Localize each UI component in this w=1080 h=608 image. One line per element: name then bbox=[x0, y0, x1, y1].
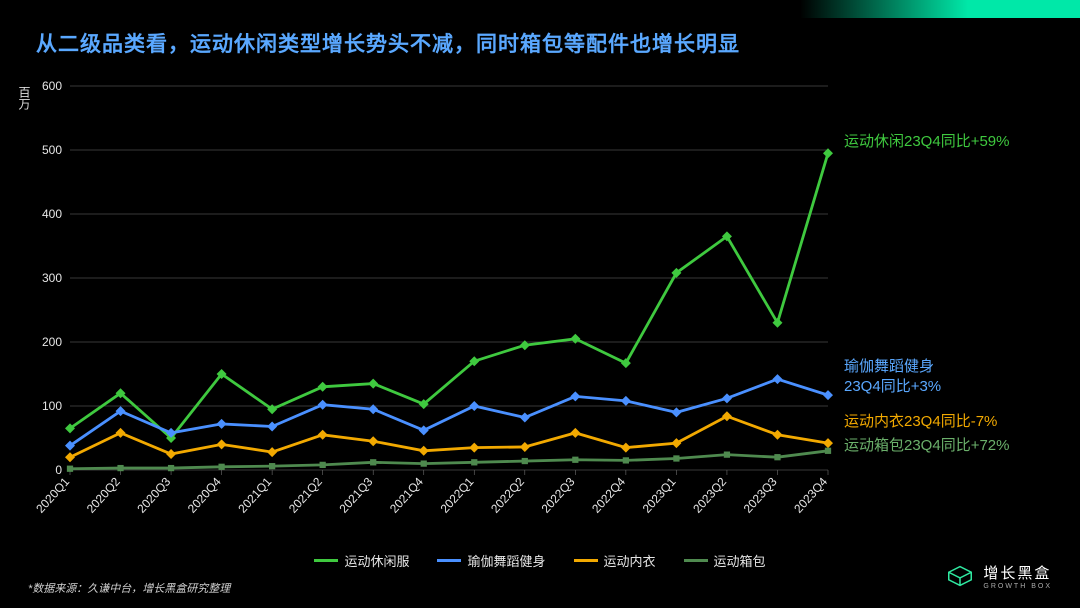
svg-text:2020Q4: 2020Q4 bbox=[185, 474, 224, 515]
chart-annotation: 运动箱包23Q4同比+72% bbox=[844, 437, 1009, 456]
legend-swatch bbox=[684, 559, 708, 562]
svg-text:2022Q1: 2022Q1 bbox=[438, 474, 477, 515]
legend-swatch bbox=[574, 559, 598, 562]
svg-text:2021Q2: 2021Q2 bbox=[286, 474, 325, 515]
top-accent-bar bbox=[800, 0, 1080, 18]
svg-text:2023Q3: 2023Q3 bbox=[741, 474, 780, 515]
legend-label: 瑜伽舞蹈健身 bbox=[467, 551, 545, 570]
svg-text:2023Q1: 2023Q1 bbox=[640, 474, 679, 515]
svg-text:100: 100 bbox=[42, 399, 62, 413]
brand-logo: 增长黑盒 GROWTH BOX bbox=[945, 562, 1052, 590]
svg-text:300: 300 bbox=[42, 271, 62, 285]
svg-text:2020Q3: 2020Q3 bbox=[134, 474, 173, 515]
chart-annotation: 运动内衣23Q4同比-7% bbox=[844, 413, 997, 432]
brand-name-en: GROWTH BOX bbox=[983, 583, 1052, 590]
svg-text:2020Q2: 2020Q2 bbox=[84, 474, 123, 515]
chart-annotations: 运动休闲23Q4同比+59% 瑜伽舞蹈健身23Q4同比+3% 运动内衣23Q4同比-… bbox=[844, 100, 1068, 520]
legend-label: 运动休闲服 bbox=[344, 551, 409, 570]
svg-text:2020Q1: 2020Q1 bbox=[33, 474, 72, 515]
legend-swatch bbox=[314, 559, 338, 562]
svg-text:2021Q1: 2021Q1 bbox=[235, 474, 274, 515]
legend-label: 运动内衣 bbox=[604, 551, 656, 570]
svg-text:2021Q4: 2021Q4 bbox=[387, 474, 426, 515]
svg-text:2022Q4: 2022Q4 bbox=[589, 474, 628, 515]
legend-item: 运动内衣 bbox=[574, 551, 656, 570]
svg-text:400: 400 bbox=[42, 207, 62, 221]
cube-icon bbox=[945, 564, 975, 588]
data-source-note: *数据来源：久谦中台，增长黑盒研究整理 bbox=[28, 580, 230, 596]
legend-label: 运动箱包 bbox=[714, 551, 766, 570]
line-chart: 01002003004005006002020Q12020Q22020Q3202… bbox=[10, 78, 840, 548]
svg-text:600: 600 bbox=[42, 79, 62, 93]
legend-swatch bbox=[437, 559, 461, 562]
legend-item: 运动休闲服 bbox=[314, 551, 409, 570]
svg-text:2023Q4: 2023Q4 bbox=[791, 474, 830, 515]
svg-text:2022Q3: 2022Q3 bbox=[539, 474, 578, 515]
chart-svg: 01002003004005006002020Q12020Q22020Q3202… bbox=[10, 78, 840, 548]
page-title: 从二级品类看，运动休闲类型增长势头不减，同时箱包等配件也增长明显 bbox=[36, 28, 740, 58]
chart-annotation: 瑜伽舞蹈健身 bbox=[844, 358, 934, 377]
legend-item: 瑜伽舞蹈健身 bbox=[437, 551, 545, 570]
chart-legend: 运动休闲服 瑜伽舞蹈健身 运动内衣 运动箱包 bbox=[0, 551, 1080, 570]
legend-item: 运动箱包 bbox=[684, 551, 766, 570]
brand-name-cn: 增长黑盒 bbox=[983, 562, 1051, 583]
svg-text:500: 500 bbox=[42, 143, 62, 157]
svg-text:2022Q2: 2022Q2 bbox=[488, 474, 527, 515]
svg-text:200: 200 bbox=[42, 335, 62, 349]
svg-text:2023Q2: 2023Q2 bbox=[690, 474, 729, 515]
svg-text:2021Q3: 2021Q3 bbox=[336, 474, 375, 515]
chart-annotation: 23Q4同比+3% bbox=[844, 378, 941, 397]
chart-annotation: 运动休闲23Q4同比+59% bbox=[844, 133, 1009, 152]
